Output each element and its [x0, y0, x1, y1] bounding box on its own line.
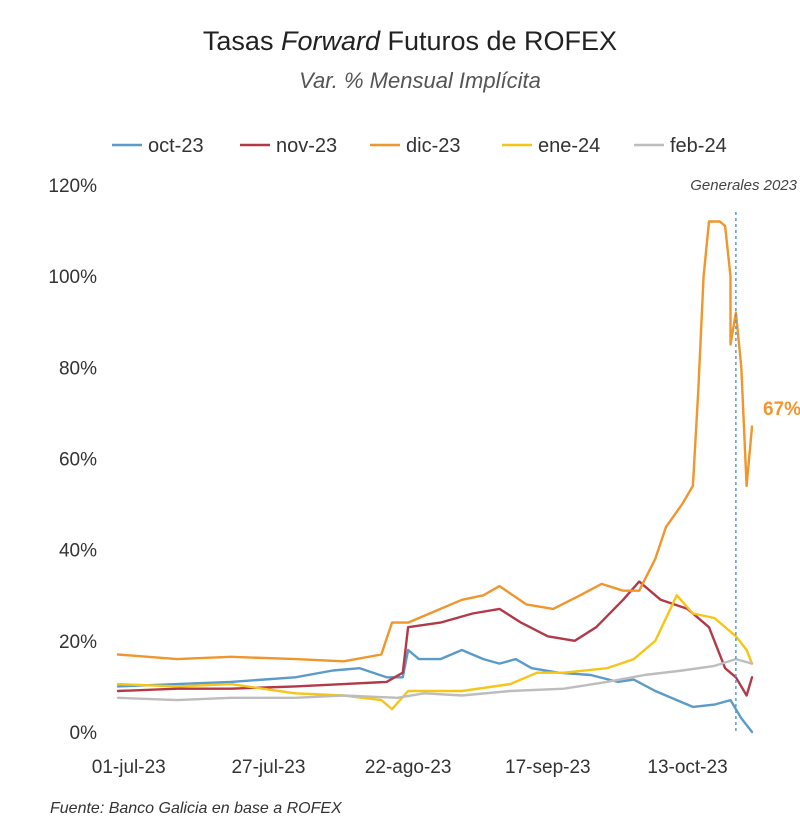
series-line-oct-23 — [116, 648, 754, 734]
y-tick-label: 20% — [59, 632, 97, 653]
legend-label-ene-24: ene-24 — [538, 135, 600, 157]
chart-subtitle: Var. % Mensual Implícita — [299, 68, 541, 93]
y-tick-label: 100% — [48, 267, 97, 288]
x-axis: 01-jul-23 27-jul-23 22-ago-23 17-sep-23 13-o… — [92, 757, 728, 778]
y-tick-label: 60% — [59, 450, 97, 471]
annotations: Generales 2023 67% — [690, 177, 800, 732]
legend: oct-23 nov-23 dic-23 ene-24 feb-24 — [112, 135, 727, 157]
legend-label-dic-23: dic-23 — [406, 135, 460, 157]
series-line-feb-24 — [116, 657, 754, 702]
y-tick-label: 40% — [59, 541, 97, 562]
x-tick-label: 01-jul-23 — [92, 757, 166, 778]
plot-area — [116, 220, 754, 734]
x-tick-label: 17-sep-23 — [505, 757, 591, 778]
series-line-nov-23 — [116, 580, 754, 697]
legend-label-nov-23: nov-23 — [276, 135, 337, 157]
series-line-ene-24 — [116, 594, 754, 711]
legend-label-oct-23: oct-23 — [148, 135, 204, 157]
source-note: Fuente: Banco Galicia en base a ROFEX — [50, 800, 342, 817]
y-tick-label: 120% — [48, 176, 97, 197]
y-tick-label: 80% — [59, 358, 97, 379]
x-tick-label: 27-jul-23 — [231, 757, 305, 778]
chart-title-prefix: Tasas — [202, 26, 281, 56]
y-tick-label: 0% — [70, 723, 98, 744]
x-tick-label: 13-oct-23 — [647, 757, 727, 778]
chart-title: Tasas Forward Futuros de ROFEX — [0, 26, 800, 57]
legend-label-feb-24: feb-24 — [670, 135, 727, 157]
series-line-dic-23 — [116, 220, 754, 663]
end-value-label: 67% — [763, 399, 800, 420]
election-marker-label: Generales 2023 — [690, 177, 797, 194]
chart-title-suffix: Futuros de ROFEX — [379, 26, 618, 56]
y-axis: 0% 20% 40% 60% 80% 100% 120% — [48, 176, 97, 744]
x-tick-label: 22-ago-23 — [365, 757, 452, 778]
chart-title-italic: Forward — [280, 26, 380, 56]
